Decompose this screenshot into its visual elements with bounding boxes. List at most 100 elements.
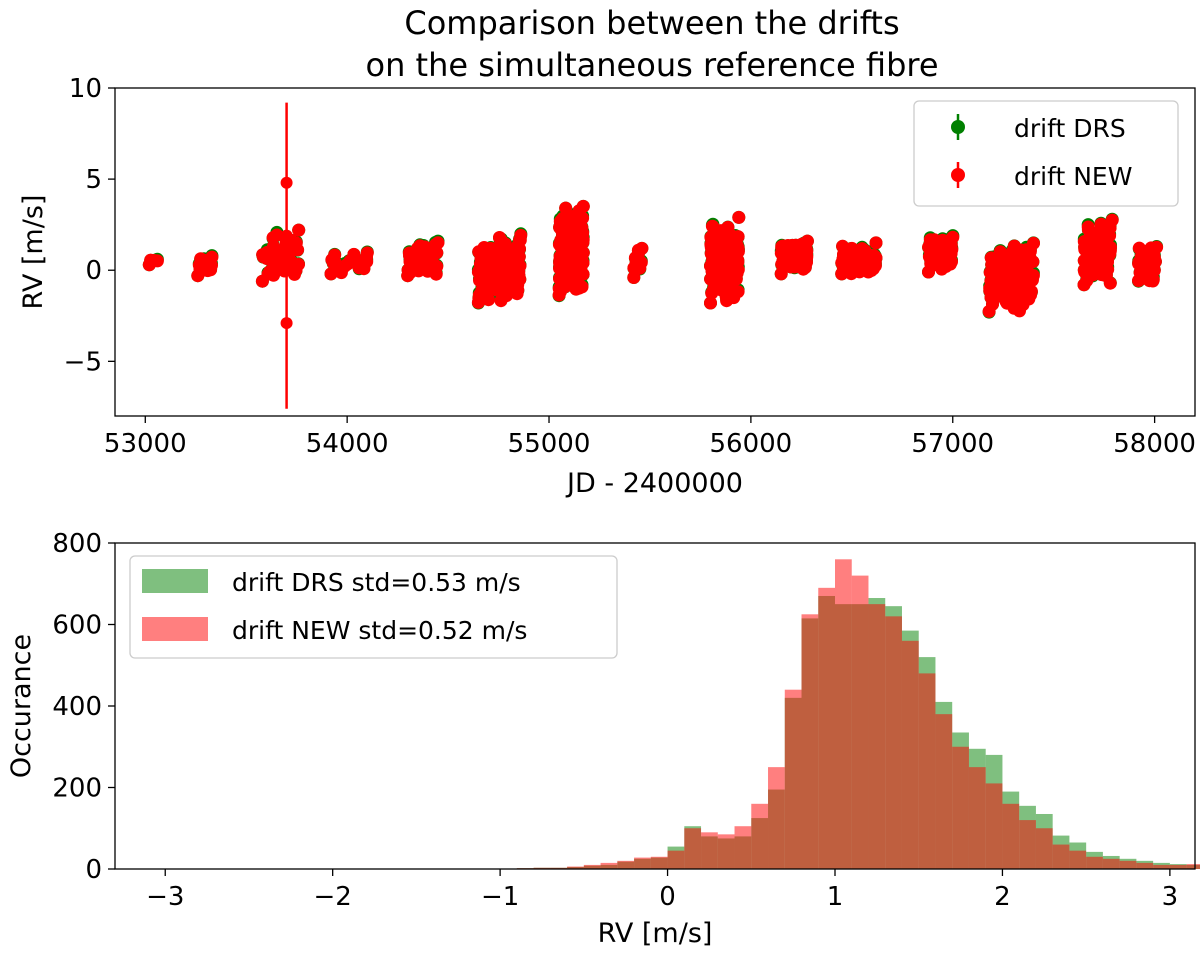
histogram-bar — [985, 783, 1003, 869]
point-new — [558, 271, 572, 285]
point-new — [430, 246, 444, 260]
scatter-panel: Comparison between the drifts on the sim… — [18, 4, 1196, 499]
point-new — [511, 283, 525, 297]
point-new — [426, 261, 440, 275]
histogram-bar — [701, 832, 718, 869]
point-new — [490, 241, 504, 255]
y-tick-label: 800 — [52, 529, 102, 559]
point-new — [631, 250, 645, 264]
series-drift-new — [142, 102, 1164, 409]
y-tick-label: 400 — [52, 692, 102, 722]
histogram-bar — [1002, 803, 1020, 869]
scatter-series — [142, 102, 1164, 409]
point-new — [338, 259, 352, 273]
point-new — [200, 257, 214, 271]
histogram-bar — [1136, 862, 1154, 869]
scatter-legend: drift DRS drift NEW — [913, 100, 1179, 207]
histogram-bar — [801, 614, 819, 869]
point-new — [931, 250, 945, 264]
x-tick-label: 0 — [659, 882, 676, 912]
point-new — [267, 239, 280, 253]
x-tick-label: 53000 — [104, 429, 187, 459]
point-new — [1081, 220, 1095, 234]
point-new — [1101, 252, 1115, 266]
point-new — [553, 256, 567, 270]
histogram-bar — [885, 616, 902, 869]
point-new — [1019, 243, 1033, 257]
point-new — [261, 267, 275, 281]
legend-label-drs: drift DRS — [1014, 114, 1126, 143]
point-new — [487, 270, 501, 284]
histogram-series-new — [516, 559, 1200, 870]
x-tick-label: 3 — [1162, 882, 1179, 912]
point-new — [1094, 261, 1108, 275]
x-tick-label: 2 — [994, 882, 1011, 912]
legend-marker-new — [951, 162, 965, 188]
histogram-bar — [1069, 850, 1087, 869]
histogram-bar — [583, 864, 601, 869]
histogram-x-axis: −3 −2 −1 0 1 2 3 — [146, 869, 1178, 912]
histogram-bar — [851, 575, 869, 869]
point-new — [509, 253, 523, 267]
histogram-bar — [1119, 860, 1137, 869]
point-new — [292, 223, 306, 237]
histogram-bar — [1052, 844, 1070, 869]
point-new — [999, 294, 1013, 308]
legend-swatch-new — [142, 617, 208, 641]
legend-label-hist-drs: drift DRS std=0.53 m/s — [232, 568, 521, 597]
point-new — [729, 272, 743, 286]
histogram-y-axis: 0 200 400 600 800 — [52, 529, 115, 885]
histogram-legend-box — [129, 555, 618, 659]
point-new — [284, 259, 298, 273]
point-new — [1079, 237, 1093, 250]
point-new — [1143, 274, 1156, 288]
x-tick-label: 55000 — [508, 429, 591, 459]
point-new — [1009, 271, 1022, 285]
legend-label-new: drift NEW — [1014, 162, 1132, 191]
point-new — [844, 243, 858, 257]
point-new — [573, 244, 586, 258]
y-tick-label: 0 — [85, 855, 102, 885]
histogram-bar — [784, 689, 802, 869]
histogram-bar — [1153, 864, 1170, 869]
x-tick-label: 1 — [827, 882, 844, 912]
point-new — [357, 262, 371, 276]
point-new — [495, 281, 509, 295]
y-tick-label: 200 — [52, 774, 102, 804]
point-new — [730, 245, 744, 259]
histogram-bar — [818, 587, 835, 869]
point-new — [706, 254, 719, 268]
point-new — [256, 250, 270, 264]
point-new-outlier — [280, 317, 293, 330]
y-tick-label: 10 — [69, 74, 102, 104]
point-new — [797, 244, 810, 258]
chart-title-line-2: on the simultaneous reference fibre — [365, 46, 938, 84]
histogram-bar — [717, 834, 735, 869]
point-new — [943, 257, 957, 271]
histogram-bar — [1035, 828, 1053, 869]
scatter-legend-box — [913, 100, 1179, 207]
point-new — [992, 257, 1006, 271]
histogram-bar — [751, 803, 769, 869]
point-new — [1146, 247, 1160, 261]
histogram-panel: −3 −2 −1 0 1 2 3 0 200 400 600 800 RV [m/s] Occura… — [6, 529, 1200, 949]
histogram-bar — [567, 866, 584, 869]
point-new — [838, 258, 852, 272]
point-new — [718, 243, 732, 257]
point-new — [347, 247, 361, 261]
legend-label-hist-new: drift NEW std=0.52 m/s — [232, 616, 527, 645]
scatter-y-axis-label: RV [m/s] — [18, 195, 49, 310]
scatter-y-axis: −5 0 5 10 — [64, 74, 115, 377]
point-new — [788, 260, 801, 274]
legend-point-drs — [951, 120, 965, 134]
x-tick-label: 54000 — [306, 429, 389, 459]
point-new — [731, 285, 745, 299]
point-new — [775, 257, 789, 271]
point-new-outlier — [280, 249, 293, 262]
point-new — [1022, 292, 1036, 306]
point-new — [774, 267, 788, 281]
histogram-bar — [868, 604, 886, 870]
y-tick-label: 600 — [52, 611, 102, 641]
histogram-bar — [1102, 858, 1120, 869]
